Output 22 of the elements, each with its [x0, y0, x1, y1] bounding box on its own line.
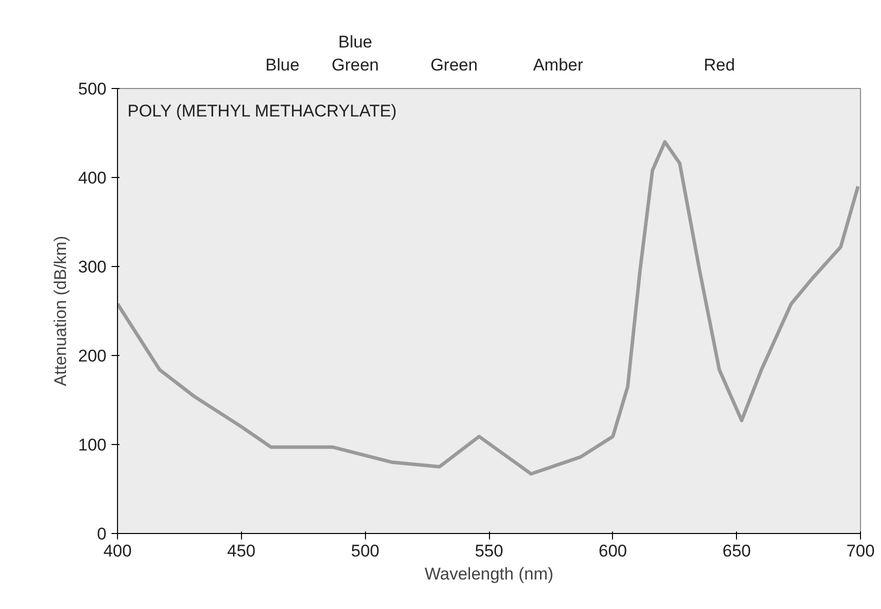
x-axis-title: Wavelength (nm)	[424, 564, 554, 584]
y-tick-label: 500	[78, 80, 107, 98]
text: Amber	[533, 56, 584, 74]
y-tick-label: 100	[78, 436, 107, 454]
x-tick-label: 450	[227, 542, 256, 560]
x-tick-label: 650	[722, 542, 751, 560]
y-tick-label: 0	[97, 524, 107, 544]
y-axis-title: Attenuation (dB/km)	[51, 236, 70, 386]
text: Red	[704, 56, 735, 74]
text: Blue Green	[332, 32, 379, 74]
text: Green	[430, 56, 478, 74]
y-tick-label: 400	[78, 168, 107, 188]
y-tick-label: 200	[78, 346, 107, 366]
x-tick-label: 550	[474, 542, 504, 560]
text: Blue	[265, 56, 300, 74]
x-tick-label: 500	[350, 542, 380, 560]
y-tick-label: 300	[78, 258, 107, 276]
x-tick-label: 700	[846, 542, 875, 560]
x-tick-label: 400	[103, 542, 132, 560]
text: POLY (METHYL METHACRYLATE)	[128, 102, 397, 120]
x-tick-label: 600	[598, 542, 628, 560]
line-series	[118, 140, 860, 476]
